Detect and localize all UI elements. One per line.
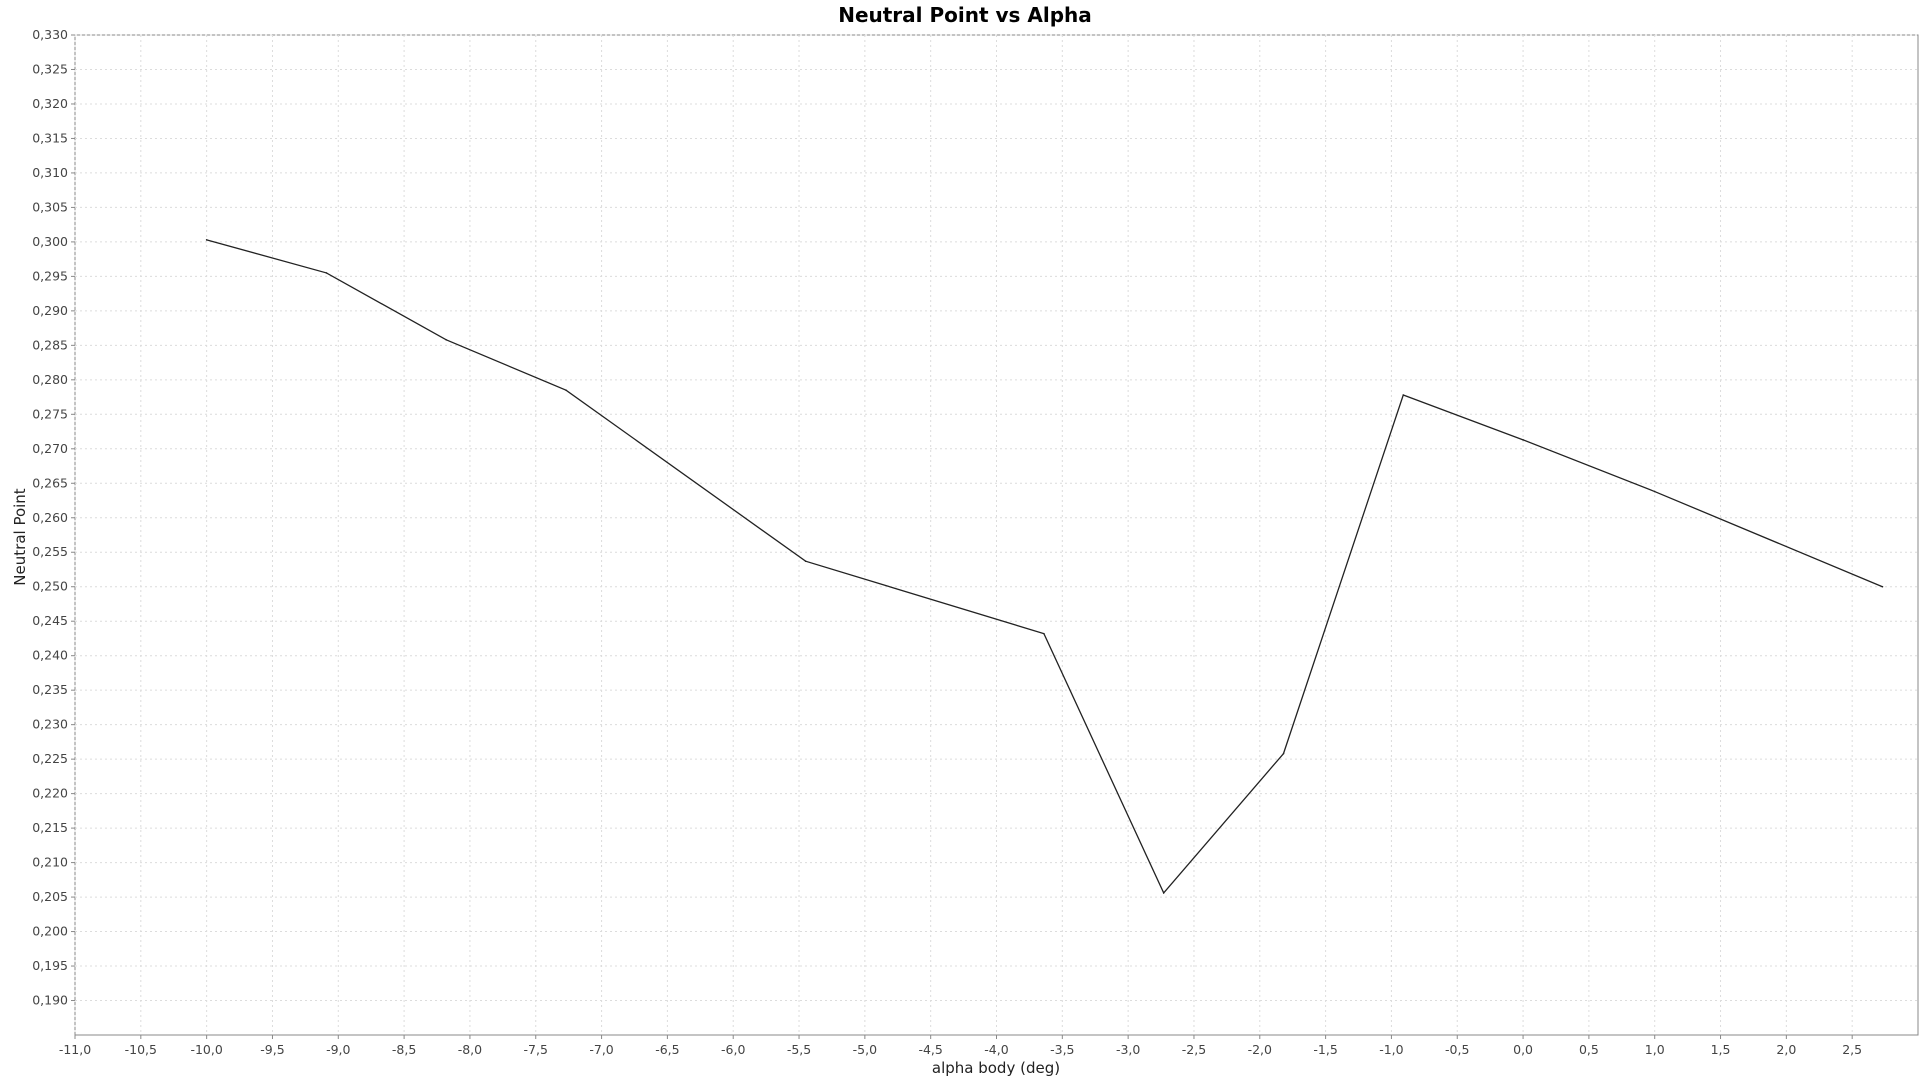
x-tick-label: -10,5: [125, 1042, 157, 1057]
x-tick-label: 0,5: [1579, 1042, 1599, 1057]
y-axis-ticks: 0,190 0,195 0,200 0,205 0,210 0,215 0,220 0,225…: [32, 27, 75, 1008]
y-tick-label: 0,310: [32, 165, 68, 180]
x-axis-label: alpha body (deg): [932, 1059, 1060, 1077]
x-tick-label: -9,0: [326, 1042, 350, 1057]
x-tick-label: -8,0: [458, 1042, 482, 1057]
y-tick-label: 0,305: [32, 199, 68, 214]
data-point: [325, 272, 328, 274]
x-tick-label: -1,5: [1313, 1042, 1337, 1057]
y-tick-label: 0,230: [32, 717, 68, 732]
y-tick-label: 0,250: [32, 579, 68, 594]
y-tick-label: 0,265: [32, 475, 68, 490]
x-tick-label: -10,0: [190, 1042, 222, 1057]
x-tick-label: -7,0: [589, 1042, 613, 1057]
y-tick-label: 0,245: [32, 613, 68, 628]
x-tick-label: -5,5: [787, 1042, 811, 1057]
chart-title: Neutral Point vs Alpha: [838, 3, 1092, 27]
x-tick-label: -6,0: [721, 1042, 745, 1057]
y-tick-label: 0,320: [32, 96, 68, 111]
y-tick-label: 0,195: [32, 958, 68, 973]
y-tick-label: 0,275: [32, 406, 68, 421]
y-tick-label: 0,325: [32, 61, 68, 76]
y-tick-label: 0,255: [32, 544, 68, 559]
x-tick-label: -2,5: [1182, 1042, 1206, 1057]
y-tick-label: 0,330: [32, 27, 68, 42]
y-tick-label: 0,235: [32, 682, 68, 697]
data-point: [1522, 439, 1524, 441]
y-tick-label: 0,240: [32, 648, 68, 663]
y-tick-label: 0,220: [32, 786, 68, 801]
x-tick-label: 1,0: [1645, 1042, 1665, 1057]
x-axis-ticks: -11,0 -10,5 -10,0 -9,5 -9,0 -8,5 -8,0 -7,5 -7,0 -…: [59, 1035, 1862, 1057]
x-tick-label: 2,0: [1776, 1042, 1796, 1057]
x-tick-label: -0,5: [1445, 1042, 1469, 1057]
data-point: [445, 339, 448, 341]
y-tick-label: 0,315: [32, 130, 68, 145]
data-point: [1282, 752, 1285, 755]
data-point: [804, 560, 807, 563]
x-tick-label: -7,5: [524, 1042, 548, 1057]
y-tick-label: 0,285: [32, 337, 68, 352]
y-tick-label: 0,200: [32, 924, 68, 939]
data-point: [565, 389, 567, 391]
data-point: [1162, 892, 1165, 894]
x-tick-label: -5,0: [853, 1042, 877, 1057]
y-axis-label: Neutral Point: [11, 488, 29, 585]
y-tick-label: 0,210: [32, 855, 68, 870]
y-tick-label: 0,270: [32, 441, 68, 456]
x-tick-label: -2,0: [1248, 1042, 1272, 1057]
y-tick-label: 0,205: [32, 889, 68, 904]
y-tick-label: 0,190: [32, 993, 68, 1008]
data-point: [1653, 490, 1656, 493]
y-tick-label: 0,280: [32, 372, 68, 387]
y-tick-label: 0,300: [32, 234, 68, 249]
data-point: [1881, 585, 1884, 588]
y-tick-label: 0,260: [32, 510, 68, 525]
series-layer: [205, 239, 1884, 895]
series-line-neutral-point: [206, 239, 1883, 895]
y-tick-label: 0,215: [32, 820, 68, 835]
y-tick-label: 0,225: [32, 751, 68, 766]
x-tick-label: 2,5: [1842, 1042, 1862, 1057]
y-tick-label: 0,290: [32, 303, 68, 318]
x-tick-label: -3,0: [1116, 1042, 1140, 1057]
x-tick-label: 0,0: [1513, 1042, 1533, 1057]
data-point: [1043, 632, 1045, 635]
x-grid-lines: [74, 35, 1853, 1035]
x-tick-label: -4,5: [918, 1042, 942, 1057]
x-tick-label: -3,5: [1050, 1042, 1074, 1057]
x-tick-label: -9,5: [260, 1042, 284, 1057]
x-tick-label: -6,5: [655, 1042, 679, 1057]
y-grid-lines: [75, 34, 1918, 1002]
x-tick-label: -11,0: [59, 1042, 91, 1057]
x-tick-label: -4,0: [984, 1042, 1008, 1057]
y-tick-label: 0,295: [32, 268, 68, 283]
x-tick-label: 1,5: [1711, 1042, 1731, 1057]
x-tick-label: -8,5: [392, 1042, 416, 1057]
data-point: [205, 239, 208, 241]
data-point: [1402, 394, 1405, 396]
x-tick-label: -1,0: [1379, 1042, 1403, 1057]
